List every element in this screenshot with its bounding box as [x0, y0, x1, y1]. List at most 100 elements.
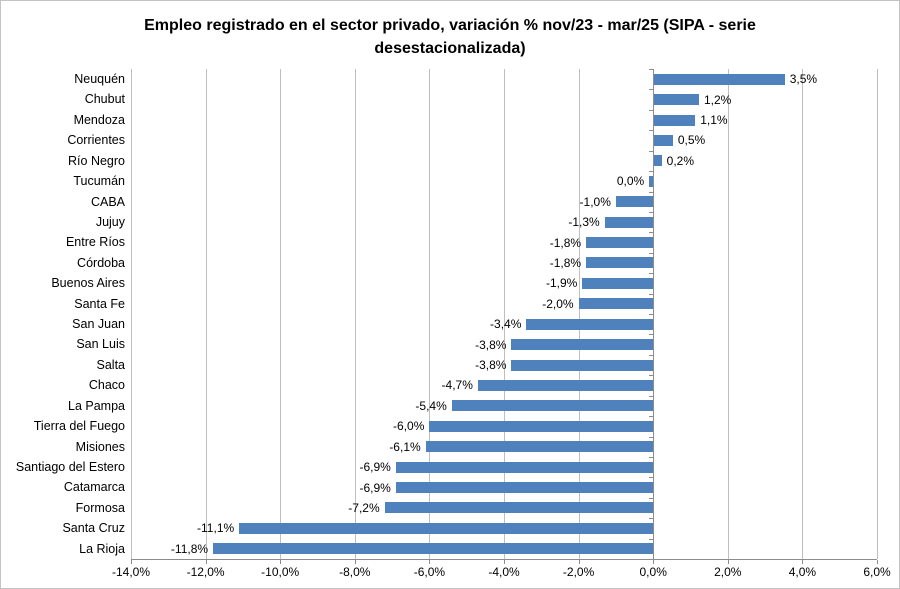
bar [425, 441, 654, 453]
bar [213, 543, 654, 555]
bar-value-label: -6,9% [359, 480, 391, 495]
bar-value-label: 0,5% [677, 133, 706, 148]
x-axis-tick-label: -2,0% [562, 565, 595, 579]
x-axis-tick-label: 2,0% [714, 565, 742, 579]
bar-value-label: 3,5% [789, 72, 818, 87]
category-label: Santa Fe [74, 296, 125, 311]
category-axis-tick [649, 457, 654, 458]
bar-value-label: -11,8% [170, 541, 209, 556]
category-axis-tick [649, 518, 654, 519]
category-axis-labels: Neuquén Chubut Mendoza Corrientes Río Negro T… [1, 69, 125, 559]
category-label: Santiago del Estero [15, 459, 125, 474]
category-axis-tick [649, 498, 654, 499]
bar [451, 400, 654, 412]
category-label: Catamarca [63, 480, 125, 495]
category-label: Mendoza [73, 112, 125, 127]
category-label: La Pampa [68, 398, 125, 413]
category-axis-tick [649, 89, 654, 90]
x-axis-line [131, 559, 877, 560]
bar [429, 420, 654, 432]
bar [586, 257, 654, 269]
category-label: CABA [90, 194, 125, 209]
gridline [578, 69, 580, 559]
category-label: Misiones [75, 439, 125, 454]
gridline [280, 69, 282, 559]
bar [586, 237, 654, 249]
category-label: Buenos Aires [51, 276, 125, 291]
category-label: Chubut [84, 92, 125, 107]
category-label: Salta [96, 357, 126, 372]
category-axis-tick [649, 355, 654, 356]
x-axis-tick-label: -10,0% [261, 565, 300, 579]
chart-title: Empleo registrado en el sector privado, … [1, 14, 899, 60]
x-axis-tick [802, 560, 804, 564]
category-label: Santa Cruz [62, 521, 125, 536]
bar [654, 94, 699, 106]
x-axis-tick [877, 560, 878, 564]
bar [477, 379, 654, 391]
bar [239, 522, 654, 534]
bar-value-label: 1,2% [703, 92, 732, 107]
bar [395, 461, 654, 473]
bar-value-label: -3,8% [475, 337, 507, 352]
bar [384, 502, 654, 514]
bar-value-label: -1,9% [545, 276, 578, 291]
bar [526, 318, 654, 330]
category-label: Tierra del Fuego [33, 419, 125, 434]
category-label: San Juan [72, 317, 125, 331]
category-label: Neuquén [74, 72, 125, 86]
category-axis-tick [649, 151, 654, 152]
category-label: Chaco [88, 378, 125, 393]
category-axis-tick [649, 232, 654, 233]
bar [654, 73, 785, 85]
category-axis-tick [649, 539, 654, 540]
gridline [727, 69, 729, 559]
category-axis-tick [649, 416, 654, 417]
bar-value-label: 0,2% [666, 153, 695, 168]
x-axis-tick [205, 560, 207, 564]
bar-value-label: -1,3% [568, 215, 600, 230]
category-label: Córdoba [77, 255, 125, 270]
chart-title-line-2: desestacionalizada) [374, 40, 526, 57]
bar-value-label: -7,2% [348, 500, 380, 515]
category-axis-tick [649, 477, 654, 478]
bar [654, 114, 696, 126]
x-axis-tick [280, 560, 282, 564]
gridline [504, 69, 505, 559]
bar [604, 216, 654, 228]
category-label: Entre Ríos [65, 235, 125, 250]
category-axis-tick [649, 334, 654, 335]
bar-value-label: -6,1% [389, 439, 421, 454]
category-axis-tick [649, 437, 654, 438]
bar-value-label: 1,1% [700, 113, 728, 128]
category-label: La Rioja [79, 541, 125, 556]
gridline [429, 69, 431, 559]
bar-value-label: -2,0% [542, 296, 574, 311]
bar-value-label: -6,0% [393, 419, 425, 434]
category-label: Corrientes [67, 133, 125, 148]
value-axis-labels: -14,0% -12,0% -10,0% -8,0% -6,0% -4,0% -2,0% 0,… [1, 563, 899, 583]
bar-value-label: -5,4% [415, 398, 447, 413]
category-label: Tucumán [73, 174, 125, 189]
bar [395, 482, 654, 494]
category-axis-tick [649, 273, 654, 274]
category-axis-tick [649, 559, 654, 560]
x-axis-tick [504, 560, 505, 564]
category-axis-tick [649, 314, 654, 315]
category-label: Formosa [75, 500, 125, 515]
chart-title-line-1: Empleo registrado en el sector privado, … [144, 17, 756, 34]
bar-value-label: 0,0% [616, 174, 645, 189]
bar-value-label: -3,4% [490, 317, 522, 332]
bar-value-label: -1,8% [549, 255, 582, 270]
x-axis-tick-label: 0,0% [639, 565, 667, 579]
x-axis-tick-label: -14,0% [111, 565, 151, 579]
category-axis-tick [649, 253, 654, 254]
bar-value-label: -11,1% [197, 521, 235, 536]
category-axis-tick [649, 212, 654, 213]
bar [654, 134, 673, 146]
category-label: Río Negro [68, 153, 125, 168]
category-axis-tick [649, 171, 654, 172]
x-axis-tick-label: -4,0% [488, 565, 520, 579]
gridline [354, 69, 356, 559]
